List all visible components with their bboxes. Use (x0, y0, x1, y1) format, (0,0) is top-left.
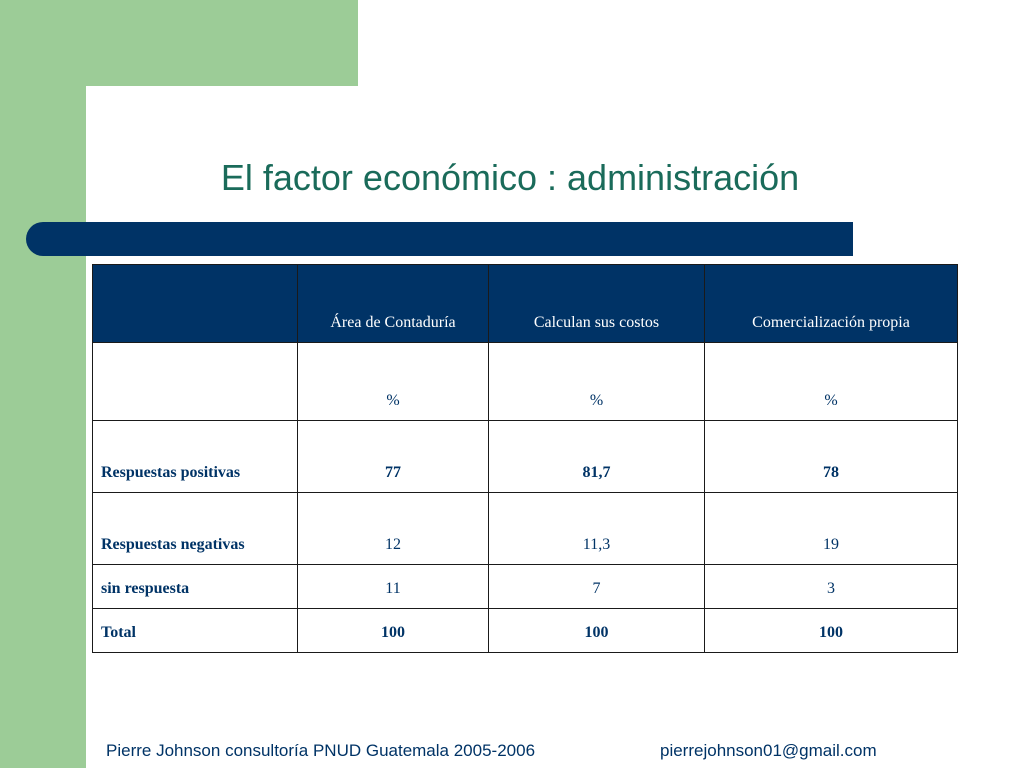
row-value: 12 (297, 492, 489, 565)
table-row: Respuestas negativas 12 11,3 19 (92, 492, 958, 565)
table-row: Respuestas positivas 77 81,7 78 (92, 420, 958, 493)
row-value: 3 (704, 564, 958, 609)
header-cell-empty (92, 264, 298, 343)
header-row: Área de Contaduría Calculan sus costos C… (92, 264, 958, 343)
row-label: Respuestas negativas (92, 492, 298, 565)
unit-cell: % (704, 342, 958, 421)
title-underline-bar (26, 222, 853, 256)
row-value: 7 (488, 564, 705, 609)
header-comercializacion: Comercialización propia (704, 264, 958, 343)
header-calculan-costos: Calculan sus costos (488, 264, 705, 343)
data-table: Área de Contaduría Calculan sus costos C… (92, 264, 958, 653)
row-value: 19 (704, 492, 958, 565)
row-value: 11 (297, 564, 489, 609)
row-value: 81,7 (488, 420, 705, 493)
table-row: Total 100 100 100 (92, 608, 958, 653)
green-side-bar (0, 0, 86, 768)
slide-title: El factor económico : administración (220, 157, 800, 198)
row-label: sin respuesta (92, 564, 298, 609)
unit-cell: % (488, 342, 705, 421)
row-label: Respuestas positivas (92, 420, 298, 493)
row-value: 78 (704, 420, 958, 493)
unit-cell-empty (92, 342, 298, 421)
table-row: sin respuesta 11 7 3 (92, 564, 958, 609)
row-value: 100 (704, 608, 958, 653)
footer-email: pierrejohnson01@gmail.com (660, 741, 877, 760)
row-value: 11,3 (488, 492, 705, 565)
unit-cell: % (297, 342, 489, 421)
row-label: Total (92, 608, 298, 653)
row-value: 100 (488, 608, 705, 653)
row-value: 100 (297, 608, 489, 653)
row-value: 77 (297, 420, 489, 493)
footer-credit: Pierre Johnson consultoría PNUD Guatemal… (106, 741, 536, 760)
unit-row: % % % (92, 342, 958, 421)
header-area-contaduria: Área de Contaduría (297, 264, 489, 343)
